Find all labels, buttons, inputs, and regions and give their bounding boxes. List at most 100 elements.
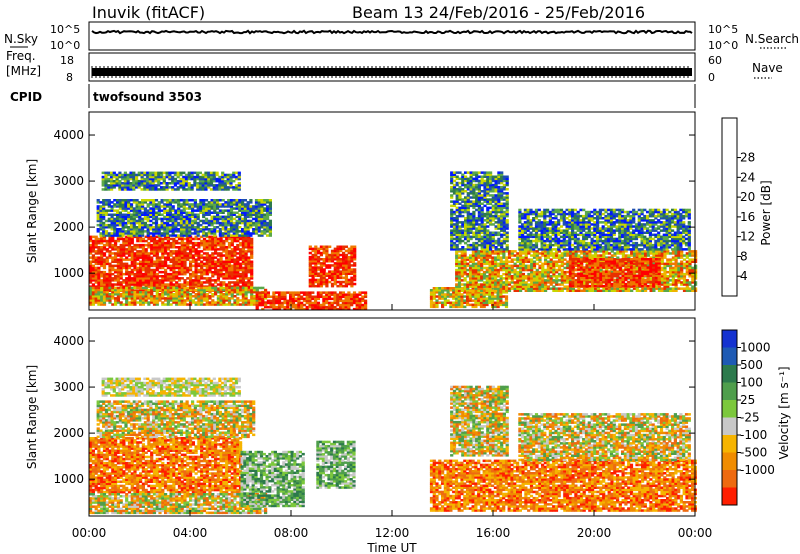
- heatmap-cell: [236, 248, 240, 251]
- heatmap-cell: [557, 279, 562, 282]
- heatmap-cell: [150, 283, 154, 286]
- heatmap-cell: [339, 305, 343, 309]
- heatmap-cell: [261, 303, 265, 307]
- heatmap-cell: [133, 256, 137, 259]
- heatmap-cell: [105, 260, 109, 263]
- heatmap-cell: [97, 272, 101, 276]
- heatmap-cell: [521, 258, 525, 261]
- heatmap-cell: [133, 235, 137, 239]
- heatmap-cell: [193, 215, 197, 219]
- heatmap-cell: [582, 272, 587, 276]
- heatmap-cell: [185, 230, 189, 233]
- heatmap-cell: [182, 232, 186, 235]
- heatmap-cell: [247, 235, 251, 239]
- heatmap-cell: [114, 303, 118, 306]
- heatmap-cell: [121, 205, 125, 208]
- heatmap-cell: [544, 283, 548, 286]
- heatmap-cell: [219, 270, 223, 274]
- heatmap-cell: [188, 211, 192, 214]
- heatmap-cell: [596, 289, 600, 292]
- heatmap-cell: [449, 303, 453, 307]
- heatmap-cell: [236, 303, 240, 306]
- heatmap-cell: [175, 272, 179, 276]
- heatmap-cell: [161, 290, 165, 294]
- heatmap-cell: [102, 207, 106, 210]
- heatmap-cell: [227, 205, 231, 208]
- heatmap-cell: [252, 288, 257, 292]
- heatmap-cell: [169, 293, 173, 296]
- heatmap-cell: [91, 241, 95, 245]
- heatmap-cell: [158, 264, 162, 268]
- heatmap-cell: [91, 268, 95, 272]
- heatmap-cell: [214, 303, 218, 306]
- heatmap-cell: [125, 237, 129, 241]
- heatmap-cell: [200, 277, 204, 280]
- heatmap-cell: [257, 215, 261, 219]
- heatmap-cell: [215, 179, 219, 183]
- heatmap-cell: [168, 173, 172, 177]
- heatmap-cell: [133, 277, 137, 280]
- heatmap-cell: [496, 285, 500, 288]
- heatmap-cell: [139, 260, 143, 263]
- heatmap-cell: [179, 230, 184, 233]
- heatmap-cell: [460, 268, 464, 272]
- heatmap-cell: [358, 291, 362, 294]
- heatmap-cell: [147, 252, 151, 255]
- heatmap-cell: [333, 258, 337, 261]
- heatmap-cell: [110, 207, 114, 210]
- heatmap-cell: [100, 297, 104, 300]
- heatmap-cell: [488, 270, 492, 274]
- heatmap-cell: [213, 221, 217, 225]
- heatmap-cell: [204, 207, 209, 210]
- heatmap-cell: [115, 175, 119, 179]
- heatmap-cell: [175, 288, 179, 292]
- heatmap-cell: [201, 175, 205, 179]
- heatmap-cell: [130, 295, 134, 298]
- heatmap-cell: [230, 250, 234, 253]
- heatmap-cell: [325, 253, 329, 257]
- heatmap-cell: [507, 252, 512, 255]
- heatmap-cell: [194, 268, 198, 272]
- heatmap-cell: [111, 293, 115, 296]
- heatmap-cell: [119, 246, 123, 249]
- heatmap-cell: [143, 215, 147, 219]
- nave-label: Nave: [752, 61, 783, 75]
- heatmap-cell: [218, 184, 222, 187]
- heatmap-cell: [585, 289, 589, 292]
- heatmap-cell: [105, 286, 109, 290]
- heatmap-cell: [102, 275, 107, 278]
- heatmap-cell: [114, 297, 118, 300]
- heatmap-cell: [197, 264, 201, 268]
- heatmap-cell: [202, 211, 206, 214]
- heatmap-cell: [157, 184, 161, 187]
- heatmap-cell: [127, 281, 132, 284]
- heatmap-cell: [183, 299, 187, 302]
- heatmap-cell: [163, 215, 167, 219]
- heatmap-cell: [201, 179, 205, 183]
- heatmap-cell: [435, 303, 439, 307]
- heatmap-cell: [244, 258, 248, 261]
- heatmap-cell: [524, 275, 528, 278]
- heatmap-cell: [169, 288, 173, 292]
- heatmap-cell: [152, 297, 157, 300]
- heatmap-cell: [519, 268, 523, 272]
- heatmap-cell: [152, 281, 157, 284]
- heatmap-cell: [141, 199, 145, 202]
- heatmap-cell: [560, 262, 564, 266]
- heatmap-cell: [297, 293, 301, 296]
- heatmap-cell: [591, 258, 595, 261]
- heatmap-cell: [505, 268, 509, 272]
- heatmap-cell: [168, 219, 172, 223]
- heatmap-cell: [333, 307, 337, 311]
- heatmap-cell: [355, 293, 359, 296]
- heatmap-cell: [183, 272, 187, 276]
- heatmap-cell: [234, 186, 239, 189]
- heatmap-cell: [243, 221, 247, 225]
- heatmap-cell: [183, 286, 187, 290]
- heatmap-cell: [122, 287, 126, 290]
- heatmap-cell: [222, 288, 226, 292]
- heatmap-cell: [225, 283, 229, 286]
- heatmap-cell: [463, 305, 467, 309]
- heatmap-cell: [352, 301, 357, 305]
- heatmap-cell: [227, 228, 231, 231]
